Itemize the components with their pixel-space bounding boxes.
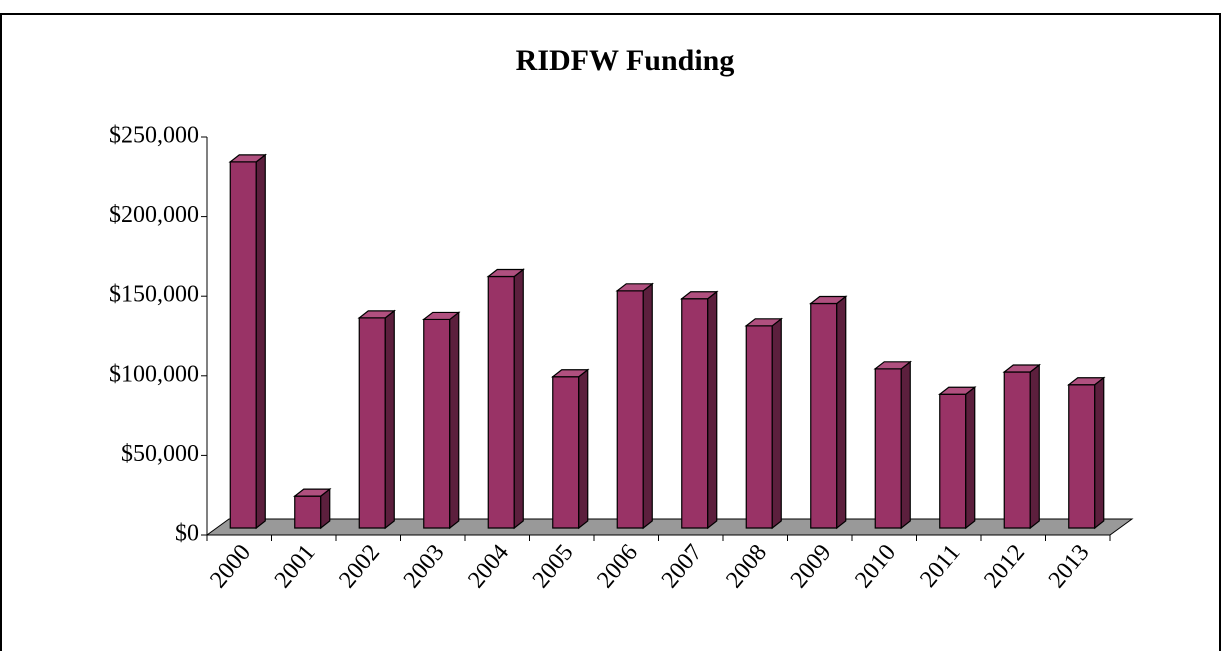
bar-top	[938, 386, 977, 395]
bar	[228, 153, 267, 530]
bar-front	[552, 376, 580, 529]
bar-top	[228, 154, 267, 163]
bar-front	[745, 325, 773, 529]
bar-side	[707, 290, 718, 530]
y-tick-label: $0	[175, 521, 199, 547]
bar	[938, 386, 977, 530]
bar-side	[771, 317, 782, 530]
y-tick-label: $250,000	[109, 123, 199, 149]
bar-top	[422, 311, 461, 321]
bar-side	[384, 309, 395, 530]
bar-front	[487, 275, 515, 529]
bar-top	[486, 268, 525, 278]
y-tick-label: $200,000	[109, 202, 199, 228]
bar-front	[874, 368, 902, 529]
bar	[293, 487, 332, 530]
bar-top	[1067, 377, 1106, 386]
chart-frame	[0, 13, 1221, 651]
bar-side	[642, 282, 653, 530]
bar-top	[744, 318, 783, 327]
bar	[873, 360, 912, 530]
bar-side	[900, 360, 911, 530]
bar-front	[810, 302, 838, 529]
bar-side	[1029, 363, 1040, 530]
bar-front	[423, 318, 451, 529]
bar	[615, 282, 654, 530]
bar-side	[449, 311, 460, 530]
bar	[744, 317, 783, 530]
bar-top	[615, 283, 654, 292]
bar-side	[1094, 376, 1105, 530]
bar-front	[229, 161, 257, 529]
bar-front	[616, 290, 644, 529]
bar-top	[1002, 364, 1041, 373]
bar-front	[681, 298, 709, 529]
bar	[422, 311, 461, 530]
bar	[357, 309, 396, 530]
bar-side	[836, 295, 847, 530]
bar	[809, 295, 848, 530]
bar-top	[680, 291, 719, 300]
bar-front	[294, 495, 322, 529]
y-tick-label: $150,000	[109, 282, 199, 308]
chart-title: RIDFW Funding	[516, 44, 735, 77]
bar-front	[1068, 384, 1096, 529]
bar-top	[293, 488, 332, 497]
bar-side	[965, 386, 976, 530]
bar-front	[939, 393, 967, 529]
bar-side	[255, 153, 266, 530]
floor	[205, 518, 1134, 536]
bar-front	[358, 317, 386, 529]
y-tick-label: $50,000	[121, 441, 199, 467]
bar-side	[578, 368, 589, 530]
bar-top	[809, 295, 848, 305]
bar-front	[1003, 371, 1031, 529]
bar-top	[873, 361, 912, 370]
bar	[1002, 363, 1041, 530]
bar-side	[513, 268, 524, 530]
y-tick-label: $100,000	[109, 361, 199, 387]
bar	[1067, 376, 1106, 530]
bar	[486, 268, 525, 530]
bar-top	[357, 310, 396, 319]
bar-top	[551, 369, 590, 378]
bar	[680, 290, 719, 530]
bar	[551, 368, 590, 530]
